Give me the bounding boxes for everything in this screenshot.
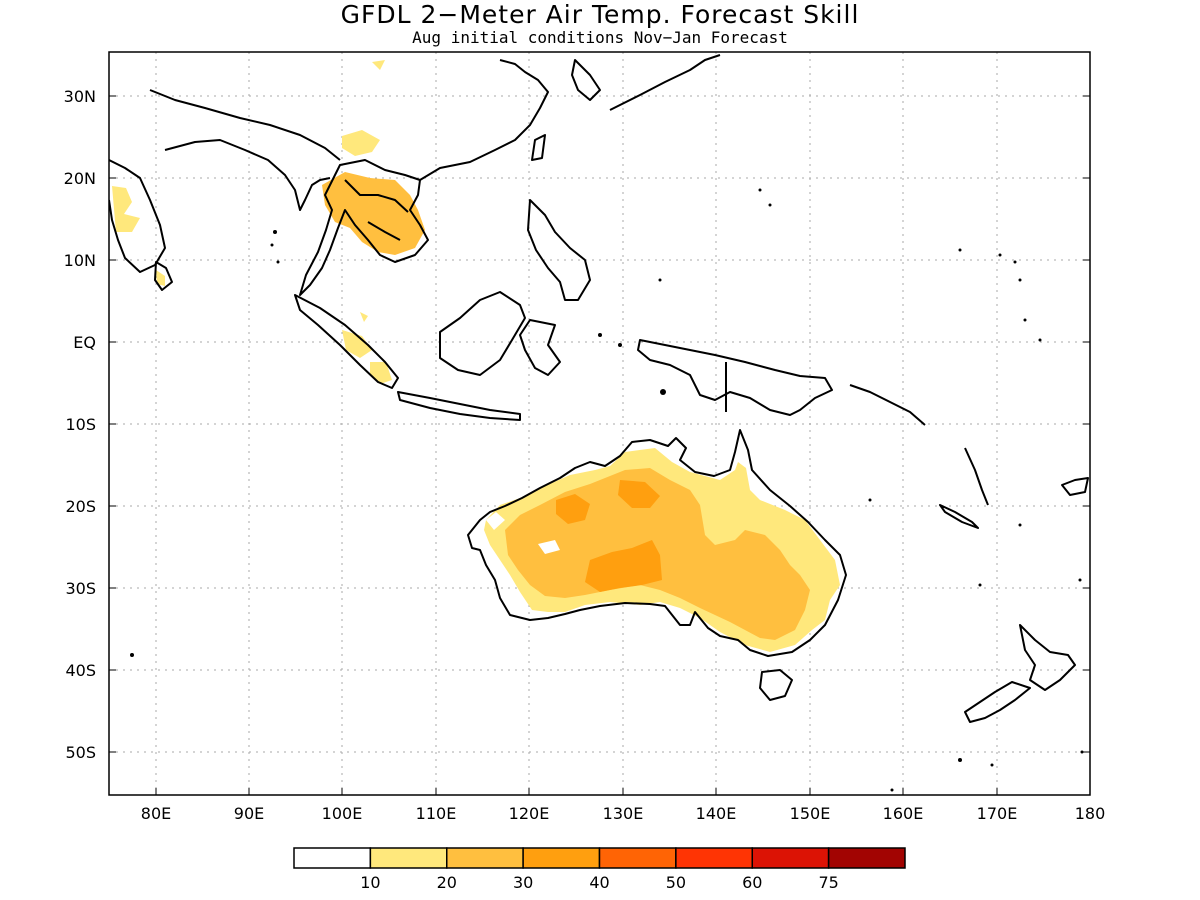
- sulawesi-coast: [519, 319, 561, 376]
- colorbar-swatch: [751, 847, 830, 869]
- lon-label-170e: 170E: [977, 804, 1018, 823]
- lat-ticks: [109, 95, 1090, 753]
- lat-label-eq: EQ: [73, 333, 96, 352]
- new-caledonia: [939, 504, 979, 529]
- china-coast: [419, 59, 549, 181]
- colorbar-label: 50: [666, 873, 686, 892]
- colorbar-label: 60: [742, 873, 762, 892]
- lon-label-180: 180: [1075, 804, 1106, 823]
- tasmania-coast: [759, 669, 793, 701]
- lon-label-150e: 150E: [790, 804, 831, 823]
- borneo-coast: [439, 291, 526, 376]
- lat-label-30s: 30S: [65, 579, 96, 598]
- korea-coast: [571, 59, 601, 101]
- lon-label-130e: 130E: [603, 804, 644, 823]
- philippines-coast: [527, 199, 591, 301]
- lat-label-40s: 40S: [65, 661, 96, 680]
- colorbar-legend: 10 20 30 40 50 60 75: [293, 847, 906, 892]
- lon-labels: 80E 90E 100E 110E 120E 130E 140E 150E 16…: [141, 804, 1106, 823]
- sumatra-coast: [294, 294, 399, 389]
- colorbar-label: 40: [589, 873, 609, 892]
- chart-title: GFDL 2−Meter Air Temp. Forecast Skill: [340, 0, 860, 29]
- nz-north-island: [1019, 624, 1076, 691]
- sri-lanka-coast: [154, 261, 173, 291]
- lat-label-30n: 30N: [64, 87, 96, 106]
- india-coast: [109, 159, 166, 273]
- taiwan-coast: [531, 134, 546, 161]
- colorbar-swatch: [446, 847, 524, 869]
- lat-label-10s: 10S: [65, 415, 96, 434]
- java-coast: [397, 391, 521, 421]
- lat-label-20n: 20N: [64, 169, 96, 188]
- lon-label-120e: 120E: [509, 804, 550, 823]
- lon-ticks: [155, 788, 998, 795]
- nz-south-island: [964, 681, 1031, 723]
- indochina-coast: [299, 159, 429, 296]
- lat-label-50s: 50S: [65, 743, 96, 762]
- indochina-borders: [344, 179, 409, 241]
- lon-label-90e: 90E: [234, 804, 264, 823]
- vanuatu-islands: [964, 447, 989, 506]
- lon-label-140e: 140E: [696, 804, 737, 823]
- chart-subtitle: Aug initial conditions Nov−Jan Forecast: [412, 28, 788, 47]
- colorbar-swatch: [369, 847, 448, 869]
- colorbar-swatch: [293, 847, 372, 869]
- lon-label-100e: 100E: [322, 804, 363, 823]
- colorbar-label: 10: [360, 873, 380, 892]
- skill-low-spots: [486, 512, 560, 554]
- colorbar-swatch: [598, 847, 677, 869]
- himalaya-line: [149, 89, 341, 161]
- grid-lines: [109, 52, 1090, 795]
- colorbar-label: 30: [513, 873, 533, 892]
- colorbar-swatch: [522, 847, 601, 869]
- colorbar-swatch: [675, 847, 753, 869]
- new-guinea-coast: [637, 339, 833, 416]
- australia-coast: [467, 429, 847, 657]
- lon-label-110e: 110E: [416, 804, 457, 823]
- fiji-islands: [1061, 477, 1089, 496]
- lat-label-10n: 10N: [64, 251, 96, 270]
- japan-coast: [609, 54, 721, 111]
- solomon-islands: [849, 384, 926, 426]
- colorbar-swatch: [827, 847, 906, 869]
- bay-of-bengal-coast: [164, 139, 331, 211]
- lon-label-160e: 160E: [883, 804, 924, 823]
- small-islands: [130, 188, 1084, 792]
- skill-shading-20-30: [322, 172, 810, 640]
- colorbar-label: 20: [437, 873, 457, 892]
- coastlines: [109, 54, 1089, 723]
- lat-label-20s: 20S: [65, 497, 96, 516]
- colorbar-label: 75: [818, 873, 838, 892]
- skill-shading-30-40: [556, 480, 662, 592]
- lon-label-80e: 80E: [141, 804, 171, 823]
- lat-labels: 30N 20N 10N EQ 10S 20S 30S 40S 50S: [64, 87, 96, 762]
